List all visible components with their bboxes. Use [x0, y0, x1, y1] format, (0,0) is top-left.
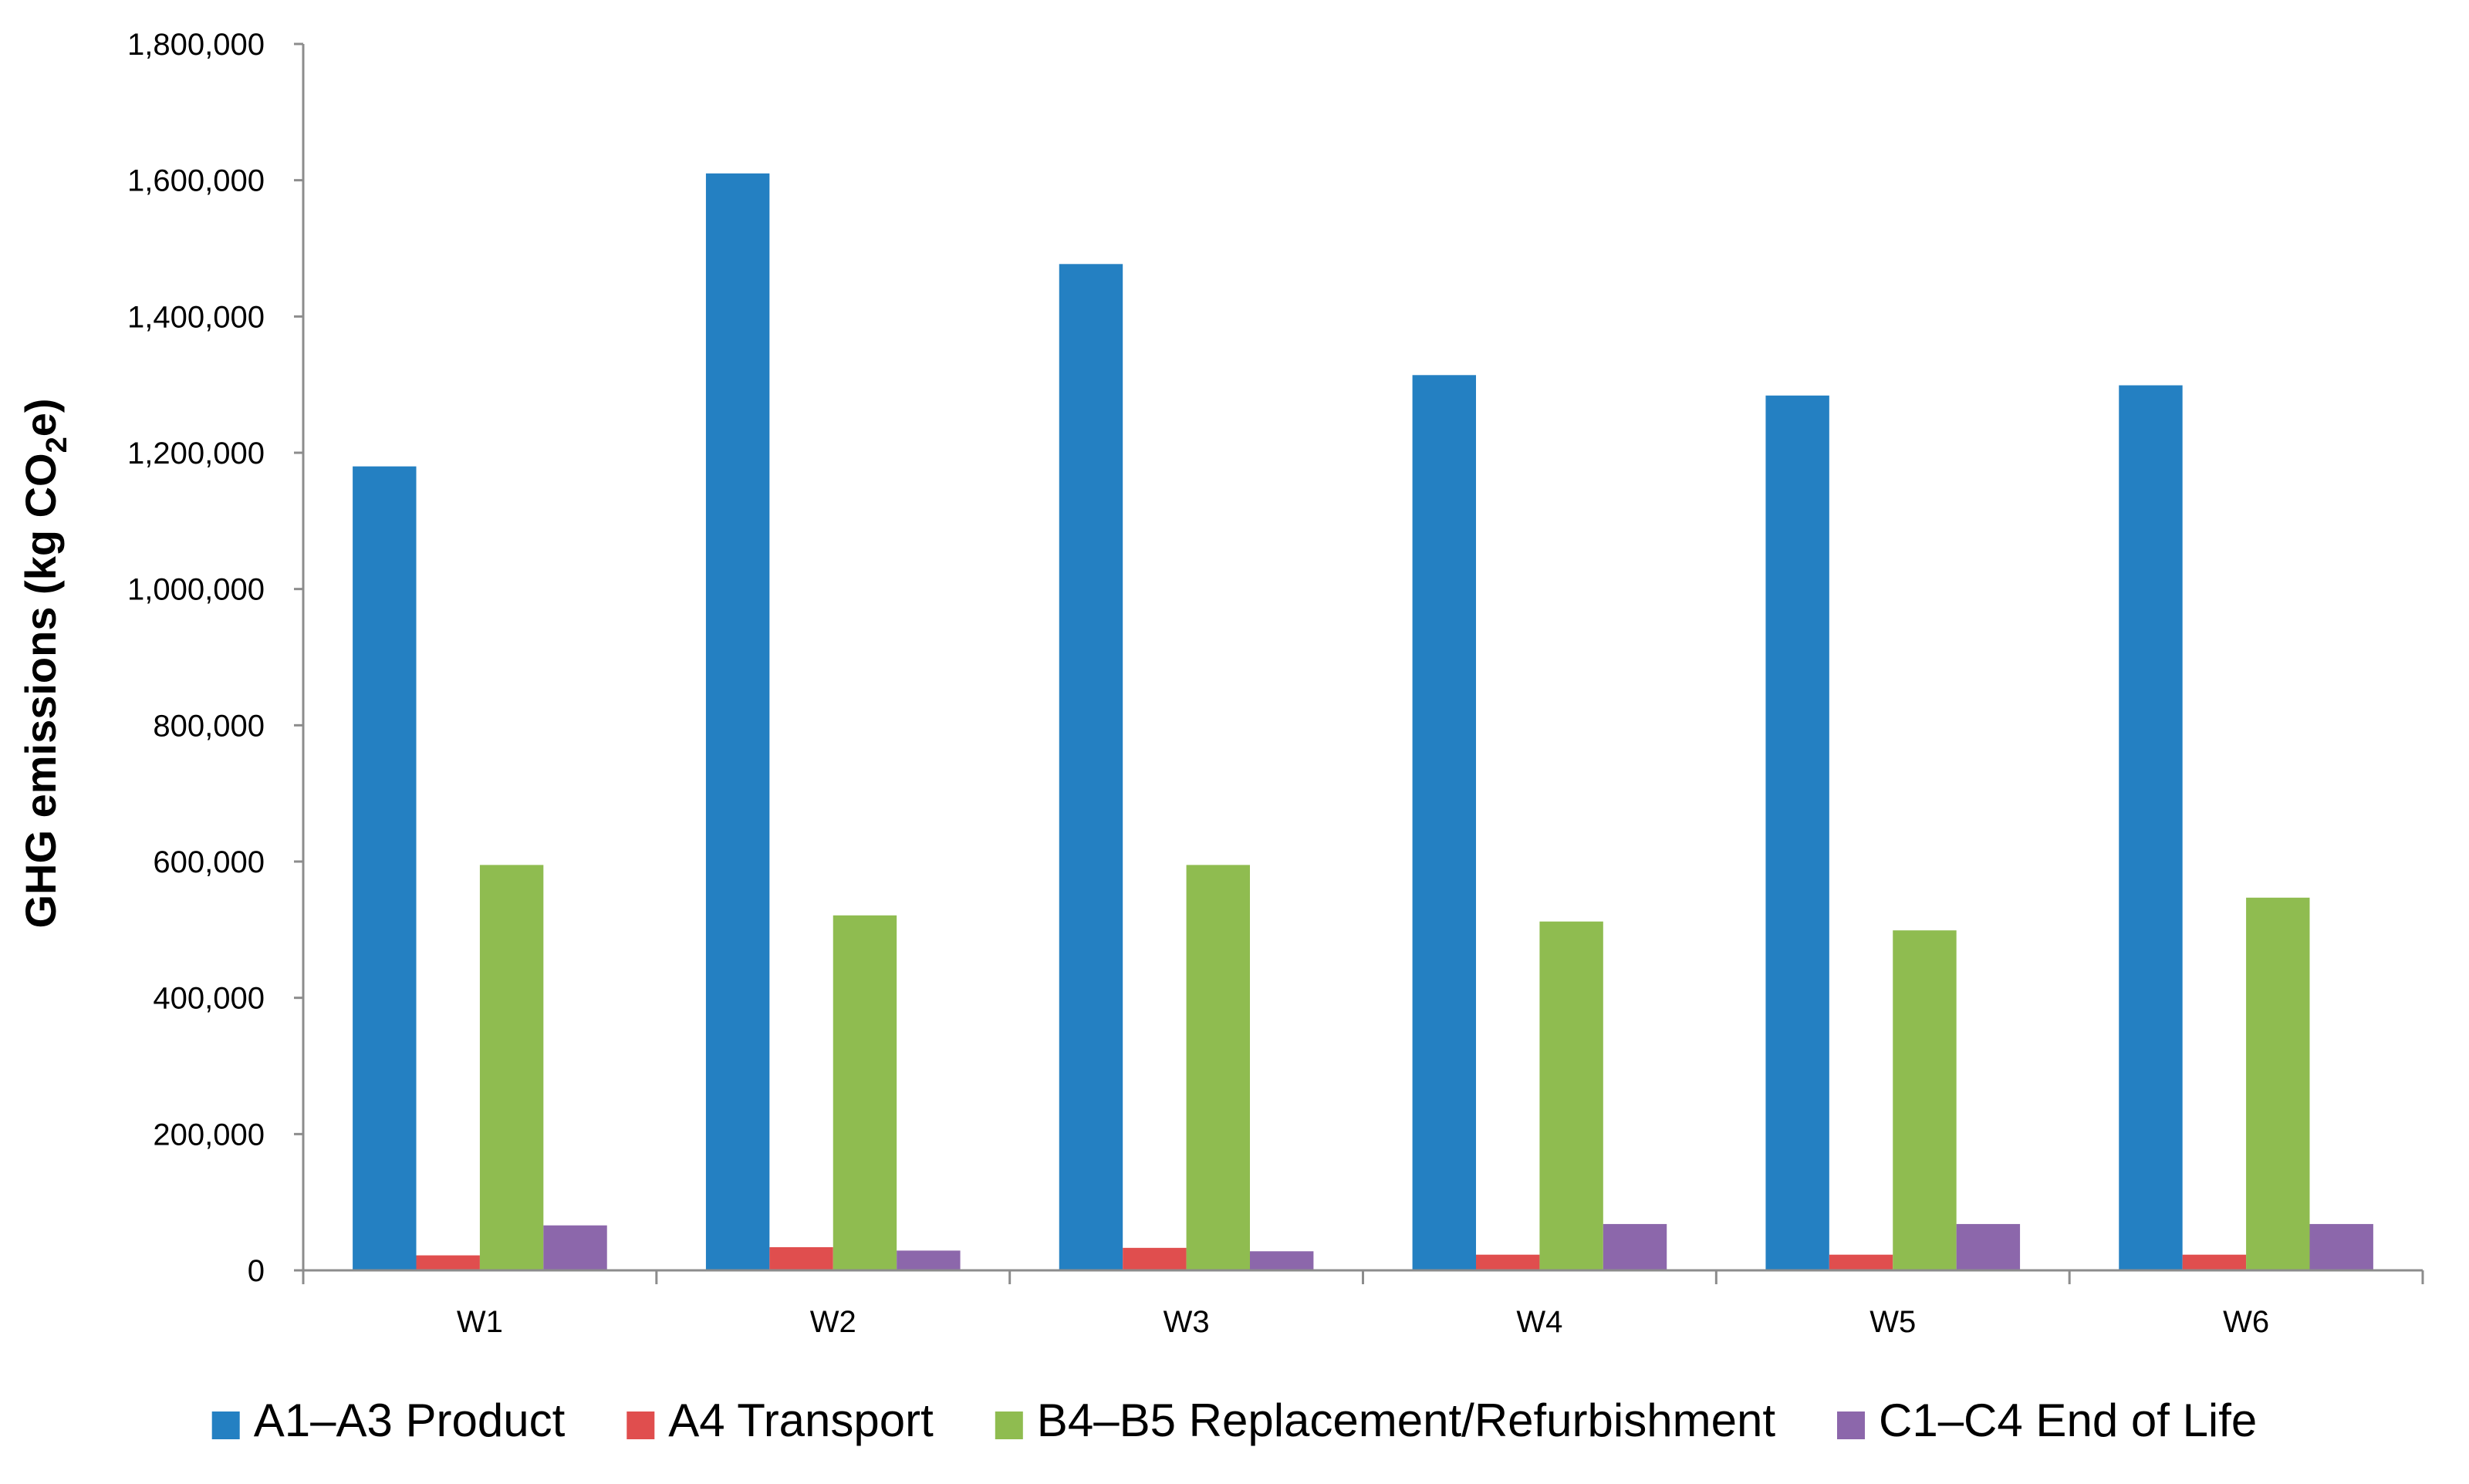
bar: [1893, 930, 1957, 1270]
bar: [1539, 921, 1603, 1270]
bar: [705, 173, 770, 1270]
legend: A1–A3 Product A4 Transport B4–B5 Replaceme…: [211, 1395, 2257, 1446]
y-tick-label: 800,000: [153, 709, 265, 743]
x-tick-label: W4: [1516, 1305, 1562, 1339]
x-tick-label: W6: [2223, 1305, 2269, 1339]
bar: [1603, 1223, 1667, 1270]
x-tick-label: W1: [457, 1305, 503, 1339]
legend-label: A4 Transport: [668, 1395, 934, 1446]
x-axis: W1 W2 W3 W4 W5 W6: [302, 1269, 2424, 1339]
y-axis-title: GHG emissions (kg CO2e): [16, 398, 73, 928]
y-axis-title-subscript: 2: [41, 437, 73, 453]
bar: [1476, 1254, 1540, 1270]
y-tick-label: 1,400,000: [127, 300, 265, 334]
y-tick-label: 0: [248, 1254, 265, 1288]
x-tick-label: W5: [1869, 1305, 1916, 1339]
y-tick-label: 1,800,000: [127, 28, 265, 62]
bar: [1956, 1223, 2021, 1270]
y-tick-label: 1,000,000: [127, 573, 265, 607]
legend-item: B4–B5 Replacement/Refurbishment: [995, 1395, 1776, 1446]
bar: [416, 1255, 480, 1270]
bars: [353, 173, 2373, 1271]
bar: [1186, 865, 1250, 1270]
legend-item: C1–C4 End of Life: [1836, 1395, 2257, 1446]
bar: [1829, 1254, 1893, 1270]
bar: [1123, 1247, 1187, 1270]
y-tick-label: 1,200,000: [127, 437, 265, 470]
y-tick-label: 1,600,000: [127, 164, 265, 198]
bar: [353, 466, 417, 1270]
bar: [1059, 264, 1123, 1271]
legend-item: A1–A3 Product: [211, 1395, 566, 1446]
bar: [543, 1225, 607, 1270]
bar: [769, 1246, 833, 1270]
bar: [2182, 1254, 2247, 1270]
bar: [1412, 375, 1477, 1270]
y-tick-label: 200,000: [153, 1118, 265, 1152]
bar: [2119, 385, 2183, 1270]
legend-swatch: [995, 1411, 1023, 1439]
y-axis-title-main: GHG emissions (kg CO: [16, 453, 65, 928]
bar: [1249, 1251, 1314, 1270]
bar: [2246, 897, 2310, 1270]
bar: [833, 915, 897, 1270]
legend-swatch: [627, 1411, 655, 1439]
y-tick-label: 600,000: [153, 845, 265, 879]
x-tick-label: W2: [810, 1305, 856, 1339]
y-axis-title-suffix: e): [16, 398, 65, 437]
legend-swatch: [211, 1411, 240, 1439]
bar: [897, 1250, 961, 1270]
bar: [479, 865, 544, 1270]
legend-label: B4–B5 Replacement/Refurbishment: [1037, 1395, 1776, 1446]
y-axis: 0 200,000 400,000 600,000 800,000 1,000,000 1,…: [127, 28, 305, 1288]
legend-item: A4 Transport: [627, 1395, 934, 1446]
bar: [2309, 1223, 2373, 1270]
x-tick-label: W3: [1164, 1305, 1210, 1339]
legend-swatch: [1836, 1411, 1865, 1439]
y-tick-label: 400,000: [153, 982, 265, 1016]
legend-label: C1–C4 End of Life: [1879, 1395, 2257, 1446]
legend-label: A1–A3 Product: [254, 1395, 566, 1446]
bar: [1765, 395, 1829, 1270]
